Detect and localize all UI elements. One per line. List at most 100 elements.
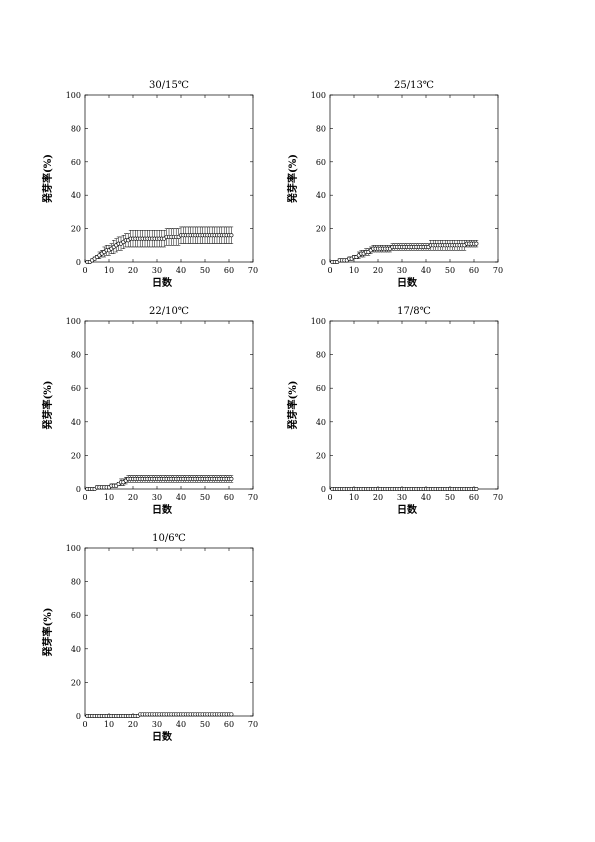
y-tick-label: 60 (316, 384, 326, 393)
y-axis-title: 発芽率(%) (41, 608, 54, 658)
plot-frame (329, 94, 499, 263)
x-tick-label: 10 (104, 720, 114, 729)
x-tick-label: 10 (349, 493, 359, 502)
y-tick-label: 20 (71, 451, 81, 460)
x-tick-label: 30 (152, 720, 162, 729)
y-tick-label: 100 (311, 91, 326, 100)
x-tick-label: 50 (200, 266, 210, 275)
y-tick-label: 60 (71, 384, 81, 393)
x-tick-label: 50 (200, 493, 210, 502)
chart-title: 30/15℃ (149, 80, 189, 91)
y-tick-label: 0 (76, 485, 81, 494)
plot-frame (84, 320, 254, 490)
x-tick-label: 0 (327, 493, 332, 502)
chart-title: 17/8℃ (397, 306, 431, 317)
y-tick-label: 0 (76, 258, 81, 267)
data-point (229, 233, 234, 238)
y-tick-label: 40 (316, 418, 326, 427)
x-tick-label: 20 (373, 266, 383, 275)
x-tick-label: 0 (82, 720, 87, 729)
x-tick-label: 10 (104, 493, 114, 502)
y-tick-label: 0 (321, 485, 326, 494)
x-tick-label: 30 (397, 266, 407, 275)
x-tick-label: 70 (248, 493, 258, 502)
data-point (229, 712, 234, 717)
data-point (474, 486, 479, 491)
x-tick-label: 60 (469, 266, 479, 275)
x-tick-label: 50 (445, 266, 455, 275)
x-tick-label: 70 (248, 720, 258, 729)
chart-title: 10/6℃ (152, 533, 186, 544)
x-tick-label: 10 (104, 266, 114, 275)
y-tick-label: 60 (71, 611, 81, 620)
x-tick-label: 20 (128, 720, 138, 729)
y-tick-label: 80 (71, 124, 81, 133)
x-tick-label: 0 (82, 266, 87, 275)
x-tick-label: 0 (327, 266, 332, 275)
x-axis-title: 日数 (152, 503, 173, 516)
x-tick-label: 30 (152, 493, 162, 502)
chart-panel-1: 30/15℃ 0 20 40 60 80 100 0 10 20 30 40 50 60 70 日数 発芽率(%… (41, 80, 258, 289)
y-tick-label: 20 (71, 678, 81, 687)
x-tick-label: 70 (493, 493, 503, 502)
x-tick-label: 60 (224, 493, 234, 502)
x-tick-label: 70 (493, 266, 503, 275)
y-tick-label: 100 (66, 91, 81, 100)
chart-title: 25/13℃ (394, 80, 434, 91)
y-tick-label: 60 (71, 158, 81, 167)
plot-frame (84, 547, 254, 717)
x-axis-title: 日数 (397, 276, 418, 289)
y-tick-label: 0 (321, 258, 326, 267)
y-tick-label: 100 (311, 317, 326, 326)
y-axis-title: 発芽率(%) (41, 154, 54, 204)
data-point (229, 476, 234, 481)
y-tick-label: 80 (316, 124, 326, 133)
y-axis-title: 発芽率(%) (286, 154, 299, 204)
y-tick-label: 80 (71, 578, 81, 587)
x-tick-label: 40 (176, 266, 186, 275)
chart-panel-5: 10/6℃ 0 20 40 60 80 100 0 10 20 30 40 50 60 70 日数 発芽率(%) (41, 533, 258, 743)
y-tick-label: 80 (316, 351, 326, 360)
x-tick-label: 40 (421, 266, 431, 275)
chart-panel-2: 25/13℃ 0 20 40 60 80 100 0 10 20 30 40 50 60 70 日数 発芽率(%… (286, 80, 503, 289)
y-tick-label: 20 (316, 225, 326, 234)
y-tick-label: 0 (76, 712, 81, 721)
chart-panel-4: 17/8℃ 0 20 40 60 80 100 0 10 20 30 40 50 60 70 日数 発芽率(%) (286, 306, 503, 516)
chart-panel-3: 22/10℃ 0 20 40 60 80 100 0 10 20 30 40 50 60 70 日数 発芽率(%… (41, 306, 258, 516)
x-axis-title: 日数 (152, 730, 173, 743)
x-tick-label: 30 (397, 493, 407, 502)
x-tick-label: 60 (469, 493, 479, 502)
y-tick-label: 20 (316, 451, 326, 460)
x-tick-label: 40 (176, 720, 186, 729)
chart-title: 22/10℃ (149, 306, 189, 317)
x-tick-label: 40 (421, 493, 431, 502)
x-tick-label: 40 (176, 493, 186, 502)
x-tick-label: 60 (224, 720, 234, 729)
x-tick-label: 60 (224, 266, 234, 275)
x-tick-label: 70 (248, 266, 258, 275)
y-tick-label: 100 (66, 544, 81, 553)
data-point (474, 241, 479, 246)
y-tick-label: 80 (71, 351, 81, 360)
x-tick-label: 20 (373, 493, 383, 502)
x-axis-title: 日数 (397, 503, 418, 516)
x-tick-label: 20 (128, 493, 138, 502)
x-tick-label: 50 (200, 720, 210, 729)
y-tick-label: 40 (71, 418, 81, 427)
y-axis-title: 発芽率(%) (41, 381, 54, 431)
y-tick-label: 40 (71, 191, 81, 200)
y-tick-label: 40 (316, 191, 326, 200)
x-tick-label: 50 (445, 493, 455, 502)
x-tick-label: 30 (152, 266, 162, 275)
y-tick-label: 100 (66, 317, 81, 326)
y-tick-label: 60 (316, 158, 326, 167)
x-tick-label: 10 (349, 266, 359, 275)
x-tick-label: 20 (128, 266, 138, 275)
plot-frame (84, 94, 254, 263)
x-axis-title: 日数 (152, 276, 173, 289)
plot-frame (329, 320, 499, 490)
y-axis-title: 発芽率(%) (286, 381, 299, 431)
x-tick-label: 0 (82, 493, 87, 502)
y-tick-label: 20 (71, 225, 81, 234)
